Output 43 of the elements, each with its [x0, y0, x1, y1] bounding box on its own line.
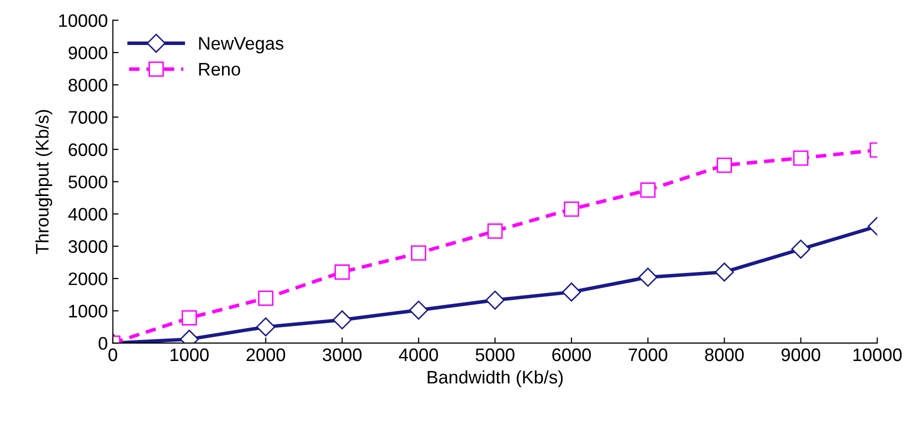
point — [410, 245, 426, 261]
point — [332, 310, 352, 330]
x-tick-label: 10000 — [854, 348, 902, 362]
x-tick-label: 0 — [108, 348, 118, 362]
y-tick-label: 7000 — [68, 111, 108, 124]
x-tick-label: 5000 — [476, 348, 514, 362]
point — [638, 268, 658, 287]
y-tick-label: 8000 — [68, 78, 108, 92]
y-tick-label: 5000 — [68, 176, 108, 188]
y-tick-label: 0 — [98, 337, 108, 350]
point — [486, 290, 505, 310]
x-tick-label: 4000 — [398, 348, 438, 362]
x-tick-label: 3000 — [322, 348, 362, 362]
legend-label: NewVegas — [199, 37, 284, 54]
x-tick-label: 2000 — [246, 348, 286, 362]
x-tick-label: 6000 — [552, 348, 591, 362]
x-tick-label: 9000 — [782, 348, 820, 362]
point — [487, 223, 503, 239]
y-tick-label: 1000 — [69, 304, 108, 318]
y-tick-label: 9000 — [68, 46, 108, 60]
y-tick-label: 2000 — [68, 272, 108, 286]
x-tick-label: 8000 — [705, 348, 744, 362]
point — [714, 262, 734, 282]
point — [182, 310, 197, 326]
point — [791, 240, 810, 259]
point — [640, 182, 656, 198]
point — [258, 290, 274, 306]
point — [716, 158, 732, 173]
x-tick-label: 7000 — [628, 348, 668, 362]
point — [562, 282, 582, 302]
y-tick-label: 10000 — [59, 14, 108, 27]
point — [256, 317, 276, 336]
x-axis-title: Bandwidth (Kb/s) — [428, 370, 563, 388]
y-tick-label: 3000 — [68, 240, 108, 253]
point — [793, 150, 808, 166]
y-tick-label: 6000 — [68, 143, 108, 156]
x-tick-label: 1000 — [170, 348, 209, 362]
legend-label: Reno — [199, 63, 240, 76]
point — [409, 300, 428, 320]
point — [564, 201, 580, 217]
y-axis-title: Throughput (Kb/s) — [35, 110, 52, 254]
y-tick-label: 4000 — [68, 208, 108, 221]
point — [334, 264, 350, 280]
